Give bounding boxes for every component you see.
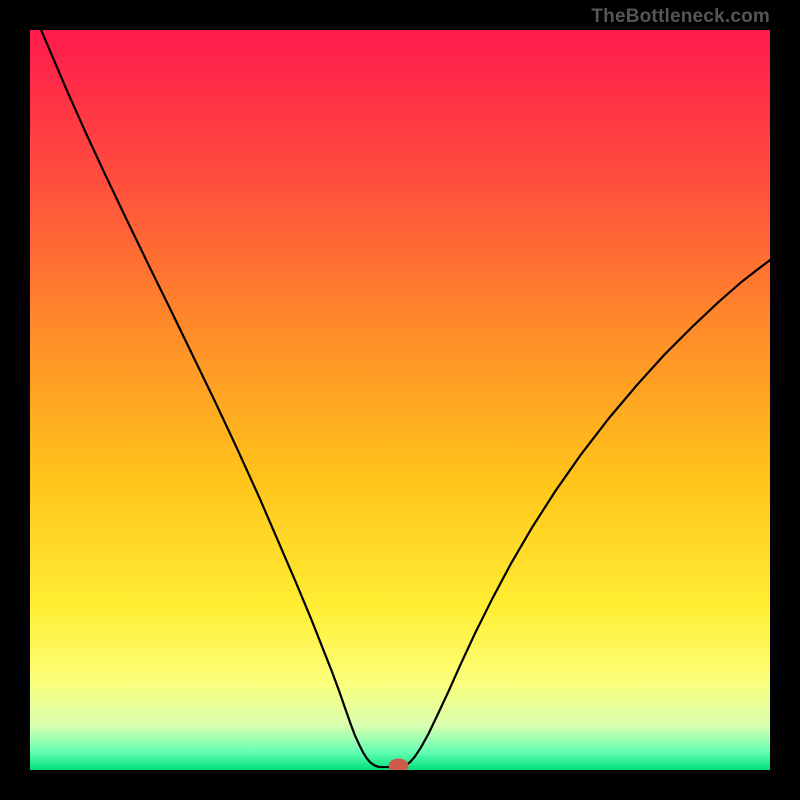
- outer-frame: TheBottleneck.com: [0, 0, 800, 800]
- plot-svg: [30, 30, 770, 770]
- watermark-text: TheBottleneck.com: [591, 6, 770, 28]
- gradient-background: [30, 30, 770, 770]
- plot-area: [30, 30, 770, 770]
